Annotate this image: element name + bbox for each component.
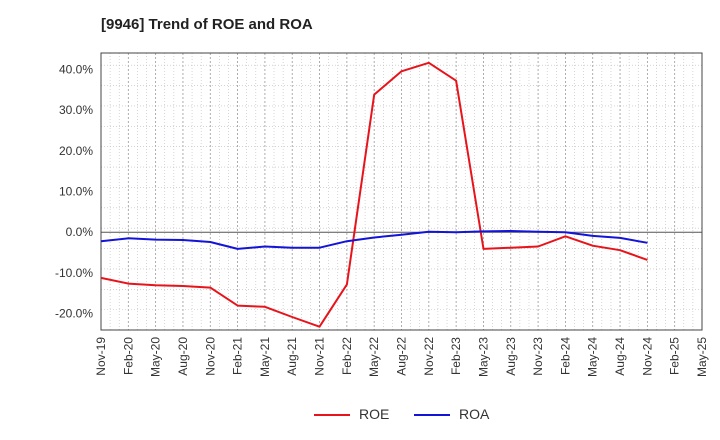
plot-frame — [100, 52, 703, 331]
x-tick-label: May-21 — [258, 337, 272, 377]
legend: ROE ROA — [0, 403, 720, 427]
legend-label-roa: ROA — [459, 406, 490, 422]
x-tick-label: Aug-22 — [395, 337, 409, 376]
x-tick-label: May-23 — [476, 337, 490, 377]
x-tick-label: Feb-21 — [231, 337, 245, 375]
x-tick-label: Feb-25 — [668, 337, 682, 375]
y-tick-label: 20.0% — [59, 144, 93, 158]
x-tick-label: Feb-23 — [449, 337, 463, 375]
x-tick-label: Aug-23 — [504, 337, 518, 376]
legend-swatch-roe — [314, 414, 350, 416]
x-tick-label: Feb-24 — [558, 337, 572, 375]
y-tick-label: -10.0% — [55, 266, 93, 280]
series-line-roe — [100, 61, 648, 328]
x-tick-label: May-24 — [586, 337, 600, 377]
series-lines — [100, 61, 648, 328]
y-tick-label: -20.0% — [55, 307, 93, 321]
legend-label-roe: ROE — [359, 406, 390, 422]
x-tick-label: Nov-23 — [531, 337, 545, 376]
x-tick-label: Feb-20 — [121, 337, 135, 375]
tick-labels: -20.0% -10.0% 0.0% 10.0% 20.0% 30.0% 40.0% Nov-… — [55, 62, 709, 377]
x-tick-label: Nov-20 — [203, 337, 217, 376]
x-tick-label: Aug-24 — [613, 337, 627, 376]
series-line-roa — [100, 230, 648, 250]
x-tick-label: Aug-21 — [285, 337, 299, 376]
y-tick-label: 0.0% — [66, 225, 94, 239]
x-tick-label: May-20 — [149, 337, 163, 377]
x-tick-label: Feb-22 — [340, 337, 354, 375]
x-tick-label: Nov-22 — [422, 337, 436, 376]
x-tick-label: Nov-21 — [313, 337, 327, 376]
y-tick-label: 30.0% — [59, 103, 93, 117]
x-tick-label: May-22 — [367, 337, 381, 377]
axes — [100, 52, 703, 331]
chart-title: [9946] Trend of ROE and ROA — [101, 16, 313, 33]
y-tick-label: 40.0% — [59, 62, 93, 76]
x-tick-label: May-25 — [695, 337, 709, 377]
legend-swatch-roa — [414, 414, 450, 416]
y-tick-label: 10.0% — [59, 185, 93, 199]
x-tick-label: Nov-24 — [640, 337, 654, 376]
x-tick-label: Nov-19 — [94, 337, 108, 376]
grid-lines — [100, 53, 703, 331]
x-tick-label: Aug-20 — [176, 337, 190, 376]
